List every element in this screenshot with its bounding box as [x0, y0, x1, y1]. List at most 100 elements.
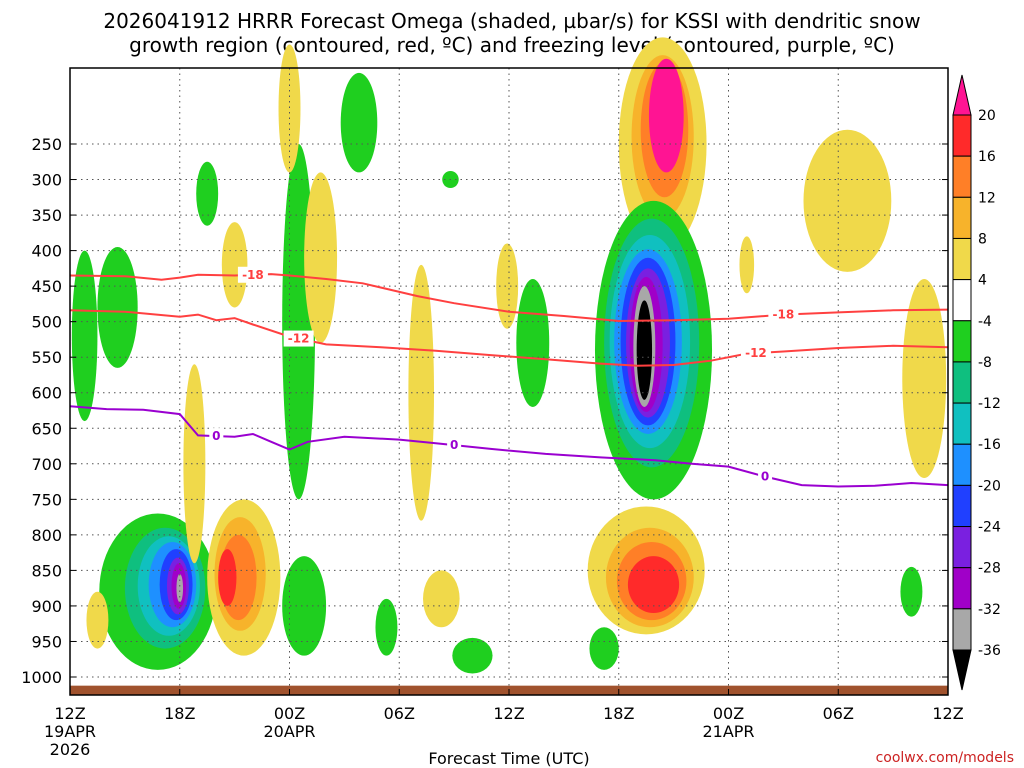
colorbar-cell — [952, 279, 972, 322]
colorbar-cell — [952, 567, 972, 610]
contour-layer: -18 -18 -12 -12 0 0 0 — [69, 266, 949, 488]
descent-streak-10 — [423, 570, 460, 628]
colorbar-bottom-triangle — [952, 649, 972, 691]
x-tick-label: 00Z — [274, 704, 305, 723]
x-tick-label: 18Z — [603, 704, 634, 723]
ascent-streak-5 — [516, 279, 550, 407]
colorbar-cell — [952, 608, 972, 651]
colorbar-cell — [952, 320, 972, 363]
grid-layer — [70, 68, 948, 695]
x-tick-label: 00Z — [713, 704, 744, 723]
contour-label: -12 — [745, 346, 767, 360]
contour-line-2 — [69, 405, 949, 488]
colorbar-label: -12 — [978, 396, 1001, 412]
colorbar-label: -16 — [978, 437, 1001, 453]
descent-streak-1 — [278, 44, 301, 173]
descent-streak-6 — [496, 243, 519, 329]
colorbar-label: -36 — [978, 643, 1001, 659]
y-tick-label: 350 — [31, 206, 62, 225]
y-tick-label: 950 — [31, 632, 62, 651]
colorbar-cell — [952, 237, 972, 281]
colorbar-label: 8 — [978, 231, 987, 247]
colorbar-cell — [952, 361, 972, 404]
contour-label: 0 — [761, 470, 769, 484]
x-tick-date-label: 21APR — [702, 722, 754, 741]
colorbar-label: 16 — [978, 149, 996, 165]
contour-label: -18 — [242, 268, 264, 282]
y-tick-label: 650 — [31, 419, 62, 438]
descent-streak-4 — [183, 364, 206, 564]
ascent-streak-6 — [282, 556, 327, 656]
descent-streak-7 — [803, 129, 892, 272]
y-tick-label: 500 — [31, 313, 62, 332]
y-tick-label: 850 — [31, 561, 62, 580]
descent-streak-5 — [408, 264, 435, 521]
colorbar-cell — [952, 402, 972, 445]
y-tick-label: 700 — [31, 455, 62, 474]
colorbar-label: -8 — [978, 355, 992, 371]
colorbar-label: -28 — [978, 561, 1001, 577]
x-tick-year-label: 2026 — [50, 740, 91, 759]
y-tick-label: 800 — [31, 526, 62, 545]
colorbar-cell — [952, 526, 972, 569]
y-tick-label: 550 — [31, 348, 62, 367]
x-axis-title: Forecast Time (UTC) — [428, 749, 589, 768]
plot-area: -18 -18 -12 -12 0 0 0 — [69, 37, 949, 696]
contour-label-bg — [209, 428, 224, 445]
ascent-streak-4 — [340, 72, 378, 173]
contour-label: 0 — [450, 438, 458, 452]
colorbar-label: 12 — [978, 190, 996, 206]
ascent-streak-9 — [589, 627, 619, 670]
x-tick-date-label: 20APR — [263, 722, 315, 741]
contour-label: -12 — [288, 332, 310, 346]
contour-label-bg — [758, 468, 773, 485]
descent-plume-pink — [648, 58, 684, 173]
y-tick-label: 400 — [31, 242, 62, 261]
ascent-streak-7 — [375, 598, 398, 656]
low-descent-red — [627, 556, 680, 614]
colorbar-label: 20 — [978, 108, 996, 124]
ascent-streak-1 — [71, 250, 98, 422]
x-tick-label: 12Z — [54, 704, 85, 723]
low-ascent-gray — [176, 573, 184, 603]
y-axis: 250 300 350 400 450 500 550 600 650 700 750 800 850 9… — [21, 135, 948, 687]
contour-line-0 — [69, 273, 949, 323]
omega-shading-layer — [71, 37, 947, 674]
colorbar-cell — [952, 114, 972, 157]
contour-label-bg — [237, 266, 268, 283]
descent-streak-3 — [221, 222, 248, 308]
ascent-streak-11 — [196, 161, 219, 226]
descent-streak-8 — [902, 279, 947, 479]
x-tick-label: 06Z — [384, 704, 415, 723]
contour-label-bg — [447, 437, 462, 454]
y-tick-label: 600 — [31, 384, 62, 403]
contour-label: 0 — [212, 429, 220, 443]
ascent-streak-8 — [452, 637, 493, 674]
contour-label: -18 — [773, 308, 795, 322]
x-tick-label: 06Z — [823, 704, 854, 723]
colorbar-label: -20 — [978, 478, 1001, 494]
colorbar-cell — [952, 196, 972, 239]
colorbar-label: -32 — [978, 602, 1001, 618]
colorbar-cell — [952, 484, 972, 528]
ascent-column-black — [636, 300, 653, 400]
title-line-1: 2026041912 HRRR Forecast Omega (shaded, … — [103, 9, 920, 33]
y-tick-label: 300 — [31, 171, 62, 190]
x-tick-label: 12Z — [493, 704, 524, 723]
descent-streak-2 — [304, 172, 338, 343]
colorbar-cell — [952, 155, 972, 198]
x-tick-date-label: 19APR — [44, 722, 96, 741]
y-tick-label: 250 — [31, 135, 62, 154]
y-tick-label: 900 — [31, 597, 62, 616]
colorbar-label: -24 — [978, 520, 1001, 536]
title-line-2: growth region (contoured, red, ºC) and f… — [129, 33, 895, 57]
contour-label-bg — [740, 345, 771, 362]
descent-day1-red — [218, 549, 237, 606]
y-tick-label: 450 — [31, 277, 62, 296]
ascent-streak-2 — [97, 247, 138, 368]
colorbar-label: -4 — [978, 314, 992, 330]
ascent-streak-10 — [900, 566, 923, 617]
x-tick-label: 18Z — [164, 704, 195, 723]
colorbar: 20 16 12 8 4 -4 -8 -12 -16 -20 -24 -28 -32 -36 — [952, 74, 1001, 691]
